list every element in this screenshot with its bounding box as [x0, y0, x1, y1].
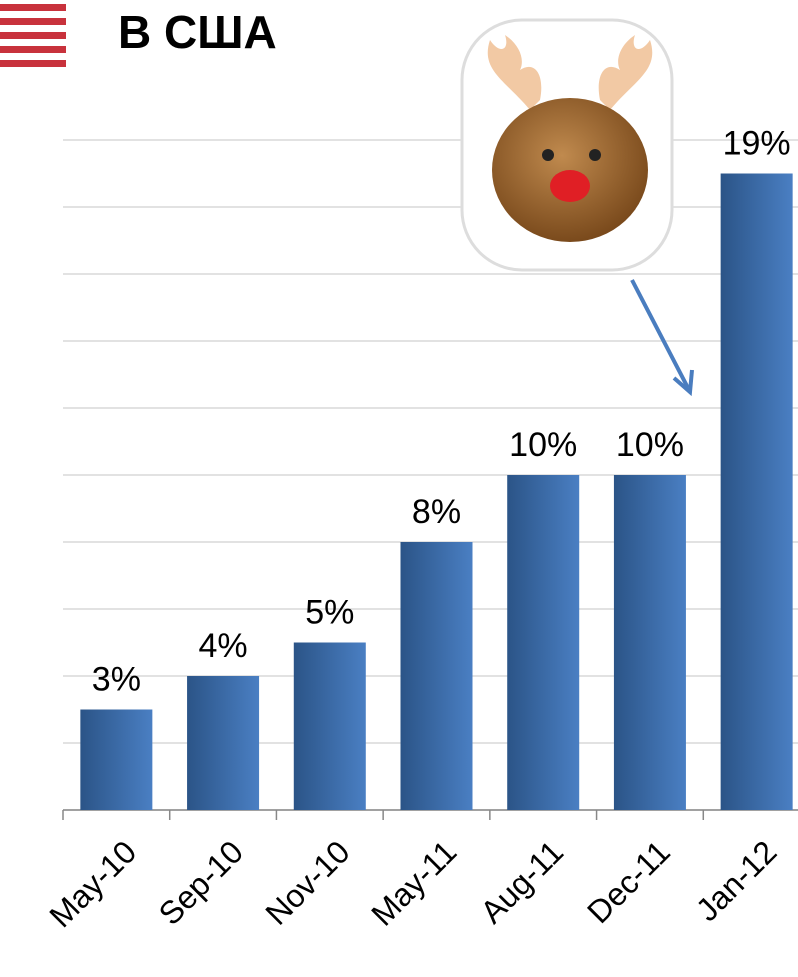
bar	[613, 475, 686, 810]
value-label: 10%	[509, 426, 577, 464]
value-label: 3%	[92, 660, 141, 698]
x-tick-label: Aug-11	[473, 833, 570, 930]
flag	[0, 0, 68, 70]
bar	[507, 475, 580, 810]
x-tick-label: May-11	[364, 833, 463, 932]
x-tick-label: Jan-12	[689, 833, 784, 928]
bar	[293, 642, 366, 810]
bar	[80, 709, 153, 810]
bar	[187, 676, 260, 810]
bar	[400, 542, 473, 810]
value-label: 4%	[199, 627, 248, 665]
arrow	[630, 279, 694, 397]
x-tick-label: Sep-10	[152, 833, 250, 931]
chart-title: В США	[118, 6, 277, 58]
plot-area: 3% May-10 4% Sep-10 5% Nov-10 8% May-11 10% Aug-1…	[42, 124, 798, 934]
value-label: 10%	[616, 426, 684, 464]
value-label: 8%	[412, 493, 461, 531]
value-label: 19%	[723, 124, 791, 162]
x-tick-label: Nov-10	[258, 833, 356, 931]
reindeer	[460, 18, 674, 272]
value-label: 5%	[305, 593, 354, 631]
x-tick-label: May-10	[42, 833, 143, 934]
x-tick-label: Dec-11	[580, 833, 677, 930]
bar	[720, 173, 793, 810]
